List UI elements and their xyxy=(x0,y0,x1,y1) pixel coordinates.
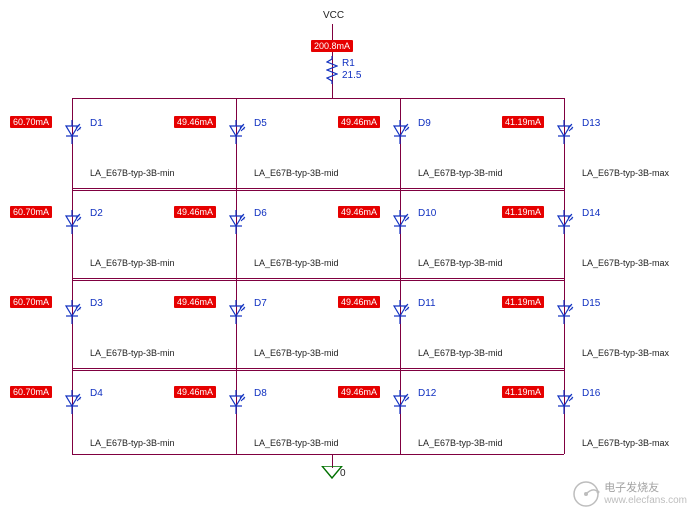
current-badge-D11: 49.46mA xyxy=(338,296,380,308)
current-badge-D6: 49.46mA xyxy=(174,206,216,218)
diode-D16 xyxy=(554,390,574,414)
row-2-sep-1 xyxy=(236,370,400,371)
desc-D12: LA_E67B-typ-3B-mid xyxy=(418,438,503,448)
desc-D2: LA_E67B-typ-3B-min xyxy=(90,258,175,268)
ref-D4: D4 xyxy=(90,388,103,399)
current-badge-D7: 49.46mA xyxy=(174,296,216,308)
ref-D5: D5 xyxy=(254,118,267,129)
diode-D13 xyxy=(554,120,574,144)
ref-D11: D11 xyxy=(418,298,436,309)
current-badge-D1: 60.70mA xyxy=(10,116,52,128)
desc-D14: LA_E67B-typ-3B-max xyxy=(582,258,669,268)
ref-D1: D1 xyxy=(90,118,103,129)
desc-D7: LA_E67B-typ-3B-mid xyxy=(254,348,339,358)
gnd-label: 0 xyxy=(340,468,346,479)
watermark-logo-icon xyxy=(572,480,600,508)
current-badge-D4: 60.70mA xyxy=(10,386,52,398)
ref-D12: D12 xyxy=(418,388,436,399)
ref-D9: D9 xyxy=(418,118,431,129)
r1-current-badge: 200.8mA xyxy=(311,40,353,52)
diode-D11 xyxy=(390,300,410,324)
watermark-text: 电子发烧友 xyxy=(604,482,659,494)
desc-D13: LA_E67B-typ-3B-max xyxy=(582,168,669,178)
ref-D2: D2 xyxy=(90,208,103,219)
row-bus-2 xyxy=(72,278,564,279)
row-1-sep-2 xyxy=(400,280,564,281)
desc-D10: LA_E67B-typ-3B-mid xyxy=(418,258,503,268)
ref-D14: D14 xyxy=(582,208,600,219)
current-badge-D8: 49.46mA xyxy=(174,386,216,398)
r1-value: 21.5 xyxy=(342,70,361,81)
desc-D5: LA_E67B-typ-3B-mid xyxy=(254,168,339,178)
row-bus-3 xyxy=(72,368,564,369)
row-bus-1 xyxy=(72,188,564,189)
ref-D8: D8 xyxy=(254,388,267,399)
desc-D4: LA_E67B-typ-3B-min xyxy=(90,438,175,448)
diode-D2 xyxy=(62,210,82,234)
row-0-sep-0 xyxy=(72,190,236,191)
diode-D8 xyxy=(226,390,246,414)
current-badge-D14: 41.19mA xyxy=(502,206,544,218)
diode-D14 xyxy=(554,210,574,234)
current-badge-D2: 60.70mA xyxy=(10,206,52,218)
desc-D9: LA_E67B-typ-3B-mid xyxy=(418,168,503,178)
ref-D13: D13 xyxy=(582,118,600,129)
current-badge-D12: 49.46mA xyxy=(338,386,380,398)
watermark: 电子发烧友 www.elecfans.com xyxy=(572,480,687,508)
ref-D3: D3 xyxy=(90,298,103,309)
desc-D8: LA_E67B-typ-3B-mid xyxy=(254,438,339,448)
row-1-sep-1 xyxy=(236,280,400,281)
current-badge-D16: 41.19mA xyxy=(502,386,544,398)
diode-D5 xyxy=(226,120,246,144)
diode-D12 xyxy=(390,390,410,414)
ref-D7: D7 xyxy=(254,298,267,309)
desc-D11: LA_E67B-typ-3B-mid xyxy=(418,348,503,358)
row-0-sep-2 xyxy=(400,190,564,191)
vcc-label: VCC xyxy=(323,10,344,21)
desc-D16: LA_E67B-typ-3B-max xyxy=(582,438,669,448)
row-2-sep-2 xyxy=(400,370,564,371)
bottom-bus-wire xyxy=(72,454,564,455)
diode-D3 xyxy=(62,300,82,324)
current-badge-D9: 49.46mA xyxy=(338,116,380,128)
row-2-sep-0 xyxy=(72,370,236,371)
diode-D15 xyxy=(554,300,574,324)
desc-D6: LA_E67B-typ-3B-mid xyxy=(254,258,339,268)
current-badge-D13: 41.19mA xyxy=(502,116,544,128)
current-badge-D5: 49.46mA xyxy=(174,116,216,128)
resistor-r1 xyxy=(326,56,338,84)
desc-D3: LA_E67B-typ-3B-min xyxy=(90,348,175,358)
desc-D1: LA_E67B-typ-3B-min xyxy=(90,168,175,178)
row-1-sep-0 xyxy=(72,280,236,281)
current-badge-D3: 60.70mA xyxy=(10,296,52,308)
ref-D15: D15 xyxy=(582,298,600,309)
diode-D6 xyxy=(226,210,246,234)
diode-D10 xyxy=(390,210,410,234)
r1-ref: R1 xyxy=(342,58,355,69)
ref-D6: D6 xyxy=(254,208,267,219)
diode-D4 xyxy=(62,390,82,414)
current-badge-D10: 49.46mA xyxy=(338,206,380,218)
watermark-url: www.elecfans.com xyxy=(604,495,687,506)
ref-D10: D10 xyxy=(418,208,436,219)
top-bus-wire xyxy=(72,98,564,99)
diode-D9 xyxy=(390,120,410,144)
desc-D15: LA_E67B-typ-3B-max xyxy=(582,348,669,358)
ref-D16: D16 xyxy=(582,388,600,399)
diode-D1 xyxy=(62,120,82,144)
diode-D7 xyxy=(226,300,246,324)
current-badge-D15: 41.19mA xyxy=(502,296,544,308)
row-0-sep-1 xyxy=(236,190,400,191)
